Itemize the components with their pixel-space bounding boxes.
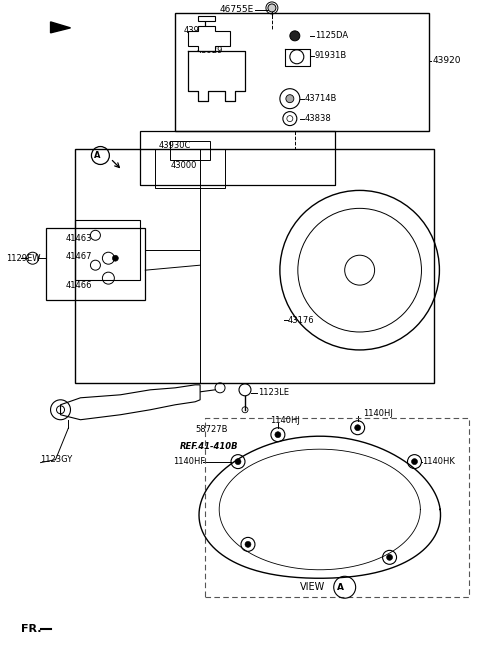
Text: 1129EW: 1129EW xyxy=(6,254,40,263)
Circle shape xyxy=(245,541,251,547)
Circle shape xyxy=(112,255,119,261)
Text: VIEW: VIEW xyxy=(300,582,325,592)
Text: 43929: 43929 xyxy=(183,26,210,35)
Text: 46755E: 46755E xyxy=(220,5,254,14)
Circle shape xyxy=(290,31,300,41)
Text: 1140HK: 1140HK xyxy=(422,457,456,466)
Text: A: A xyxy=(337,583,344,592)
Circle shape xyxy=(355,424,360,431)
Polygon shape xyxy=(50,22,71,33)
Bar xyxy=(205,418,469,597)
Circle shape xyxy=(386,555,393,560)
Text: 41467: 41467 xyxy=(65,252,92,261)
Circle shape xyxy=(286,95,294,102)
Circle shape xyxy=(235,459,241,464)
Bar xyxy=(75,220,140,280)
Text: 43838: 43838 xyxy=(305,114,332,123)
Circle shape xyxy=(268,4,276,12)
Polygon shape xyxy=(60,385,200,420)
Text: 41466: 41466 xyxy=(65,281,92,290)
Bar xyxy=(155,148,225,189)
Circle shape xyxy=(411,459,418,464)
Text: 1140HJ: 1140HJ xyxy=(270,417,300,425)
Text: 1140HF: 1140HF xyxy=(173,457,205,466)
Bar xyxy=(140,131,335,185)
Bar xyxy=(46,228,145,300)
Text: 1123GY: 1123GY xyxy=(41,455,73,464)
Text: 91931B: 91931B xyxy=(315,51,347,60)
Circle shape xyxy=(275,432,281,438)
Text: 43930C: 43930C xyxy=(158,141,191,150)
Text: 43714B: 43714B xyxy=(305,94,337,103)
Text: REF.41-410B: REF.41-410B xyxy=(180,442,239,451)
Text: 1123LE: 1123LE xyxy=(258,388,289,397)
Polygon shape xyxy=(188,16,230,51)
Text: 43920: 43920 xyxy=(432,57,461,65)
Text: A: A xyxy=(94,151,101,160)
Bar xyxy=(175,13,430,131)
Text: 41463: 41463 xyxy=(65,234,92,243)
Text: 43176: 43176 xyxy=(288,315,314,325)
Bar xyxy=(170,141,210,160)
Bar xyxy=(75,148,434,383)
Text: 43929: 43929 xyxy=(197,46,224,55)
Text: FR.: FR. xyxy=(21,624,41,634)
Text: 1140HJ: 1140HJ xyxy=(363,409,393,419)
Text: 58727B: 58727B xyxy=(195,425,228,434)
Text: 43000: 43000 xyxy=(170,161,197,170)
Text: 1125DA: 1125DA xyxy=(315,32,348,40)
